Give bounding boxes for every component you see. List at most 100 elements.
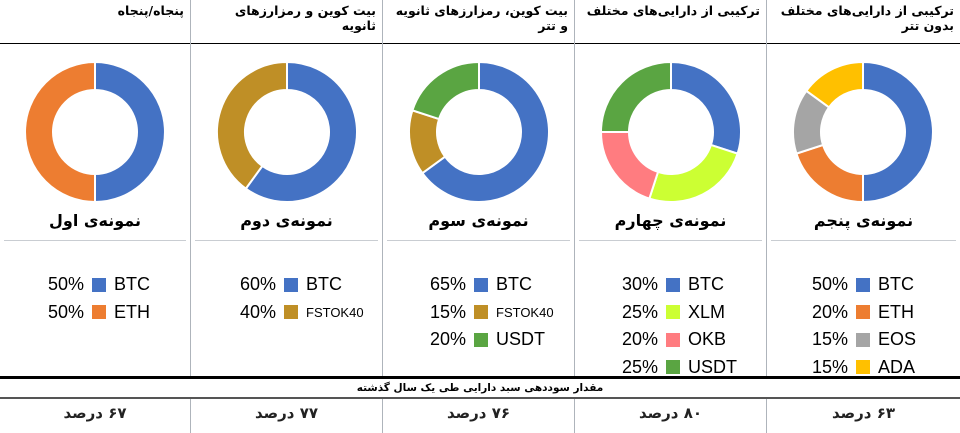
donut-chart [24, 60, 166, 204]
legend-swatch [856, 277, 870, 292]
slice-btc [420, 60, 550, 203]
legend: 60% BTC 40% FSTOK40 [230, 271, 364, 326]
legend-swatch [856, 332, 870, 347]
column-title: ترکیبی از دارایی‌های مختلف بدون تتر [780, 3, 954, 33]
legend-swatch [474, 332, 488, 347]
legend-item-usdt: 25% USDT [612, 354, 737, 382]
legend-item-xlm: 25% XLM [612, 299, 737, 327]
legend-swatch [666, 332, 680, 347]
legend-item-btc: 50% BTC [38, 271, 150, 299]
slice-btc [862, 60, 934, 204]
legend-swatch [666, 360, 680, 375]
legend-label: EOS [878, 329, 917, 350]
slice-eth [24, 60, 96, 204]
legend-label: FSTOK40 [306, 304, 364, 320]
column-title: ترکیبی از دارایی‌های مختلف [586, 3, 760, 18]
legend-percent: 30% [621, 274, 658, 295]
legend-percent: 25% [621, 356, 658, 377]
legend-swatch [666, 277, 680, 292]
thick-divider [0, 376, 960, 379]
header-underline [191, 42, 382, 44]
legend-percent: 65% [429, 274, 466, 295]
legend-label: USDT [496, 329, 545, 350]
legend-percent: 20% [621, 329, 658, 350]
donut-chart [216, 60, 358, 203]
legend-percent: 50% [47, 301, 84, 322]
legend-label: BTC [688, 274, 724, 295]
legend-item-eos: 15% EOS [802, 326, 916, 354]
column-divider [190, 0, 191, 377]
column-divider [190, 398, 191, 433]
slice-usdt [411, 60, 480, 121]
column-title: پنجاه/پنجاه [117, 3, 184, 18]
sample-label: نمونه‌ی پنجم [813, 211, 914, 230]
donut-chart [599, 60, 742, 203]
section-divider [387, 240, 570, 241]
legend-percent: 40% [239, 301, 276, 322]
section-divider [771, 240, 956, 241]
legend: 50% BTC 20% ETH 15% EOS 15% ADA [802, 271, 916, 381]
legend-label: ETH [878, 301, 914, 322]
column-divider [766, 398, 767, 433]
slice-btc [670, 60, 742, 155]
column-header: ترکیبی از دارایی‌های مختلف بدون تتر [767, 0, 960, 44]
legend-percent: 20% [429, 329, 466, 350]
legend-percent: 50% [47, 274, 84, 295]
legend-item-btc: 65% BTC [420, 271, 554, 299]
annual-return: ۸۰ درصد [638, 404, 703, 422]
legend-label: OKB [688, 329, 727, 350]
legend-label: USDT [688, 356, 737, 377]
slice-btc [244, 60, 358, 203]
legend-swatch [474, 277, 488, 292]
legend-swatch [856, 360, 870, 375]
legend-item-btc: 60% BTC [230, 271, 364, 299]
legend-item-fstok40: 15% FSTOK40 [420, 299, 554, 327]
donut-chart [792, 60, 934, 204]
slice-fstok40 [216, 60, 288, 191]
legend-swatch [92, 305, 106, 320]
column-divider [766, 0, 767, 377]
sample-label: نمونه‌ی اول [48, 211, 142, 230]
legend-label: FSTOK40 [496, 304, 554, 320]
caption-divider [0, 397, 960, 399]
slice-okb [599, 131, 660, 200]
column-title: بیت کوین و رمزارزهای ثانویه [234, 3, 376, 33]
legend-item-fstok40: 40% FSTOK40 [230, 299, 364, 327]
returns-caption: مقدار سوددهی سبد دارایی طی یک سال گذشته [356, 382, 604, 394]
legend-item-usdt: 20% USDT [420, 326, 554, 354]
section-divider [579, 240, 762, 241]
legend-item-btc: 30% BTC [612, 271, 737, 299]
legend-percent: 15% [429, 301, 466, 322]
legend-percent: 15% [811, 329, 848, 350]
legend-percent: 15% [811, 356, 848, 377]
legend-swatch [666, 305, 680, 320]
legend-item-btc: 50% BTC [802, 271, 916, 299]
donut-chart [408, 60, 550, 203]
header-underline [767, 42, 960, 44]
slice-eth [795, 143, 864, 204]
legend-percent: 20% [811, 301, 848, 322]
section-divider [195, 240, 378, 241]
column-header: پنجاه/پنجاه [0, 0, 190, 44]
legend-swatch [284, 305, 298, 320]
sample-label: نمونه‌ی دوم [240, 211, 333, 230]
column-divider [574, 0, 575, 377]
column-divider [382, 0, 383, 377]
column-header: بیت کوین و رمزارزهای ثانویه [191, 0, 382, 44]
slice-ada [804, 60, 864, 109]
legend-label: BTC [306, 274, 342, 295]
column-divider [574, 398, 575, 433]
legend-item-eth: 20% ETH [802, 299, 916, 327]
legend-item-ada: 15% ADA [802, 354, 916, 382]
legend-label: XLM [688, 301, 726, 322]
legend: 65% BTC 15% FSTOK40 20% USDT [420, 271, 554, 354]
legend: 50% BTC 50% ETH [38, 271, 150, 326]
annual-return: ۷۷ درصد [254, 404, 319, 422]
header-underline [575, 42, 766, 44]
legend-percent: 50% [811, 274, 848, 295]
legend-percent: 60% [239, 274, 276, 295]
legend-label: ADA [878, 356, 916, 377]
annual-return: ۷۶ درصد [446, 404, 511, 422]
column-header: ترکیبی از دارایی‌های مختلف [575, 0, 766, 44]
